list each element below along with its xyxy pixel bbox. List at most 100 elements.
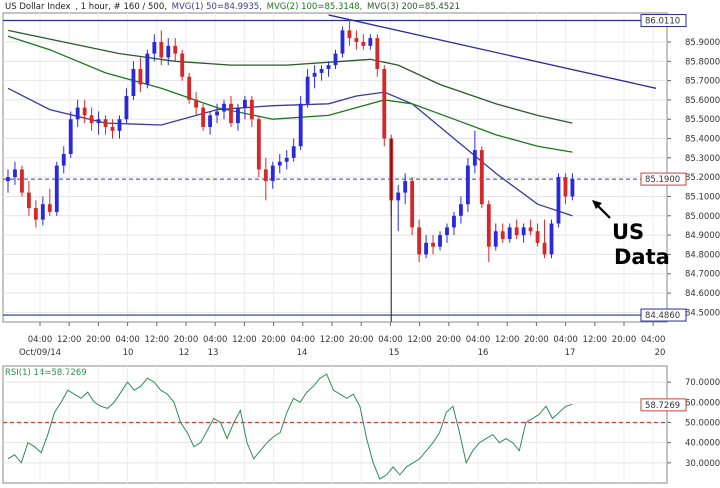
candle-body (215, 111, 219, 116)
candle-body (368, 38, 373, 46)
candle-body (459, 204, 463, 216)
candle-body (417, 227, 422, 255)
date-label: 14 (297, 348, 308, 358)
candle-body (507, 227, 512, 239)
rsi-tick-label: 50.0000 (685, 418, 720, 428)
time-label: 20:00 (349, 335, 374, 345)
candle-body (500, 231, 505, 239)
candle-body (396, 192, 401, 201)
candle-body (159, 41, 164, 58)
candle-body (89, 115, 94, 124)
moving-averages (7, 29, 573, 217)
candle-body (570, 179, 575, 197)
current-price-tag-label: 85.1900 (645, 175, 680, 185)
date-label: 16 (478, 348, 489, 358)
time-label: 12:00 (407, 335, 432, 345)
candle-body (291, 146, 296, 158)
current-price-tag (640, 172, 687, 186)
candle-body (194, 99, 199, 108)
date-label: 13 (208, 348, 219, 358)
candle-body (201, 107, 206, 127)
rsi-plot-frame (2, 365, 668, 484)
trendline (328, 14, 657, 89)
candle-body (249, 99, 254, 120)
candle-body (40, 204, 45, 220)
annotation-arrowhead (592, 200, 602, 209)
candle-body (47, 204, 52, 212)
time-label: 04:00 (291, 335, 316, 345)
price-tick-label: 84.5000 (685, 308, 720, 318)
candles (6, 18, 575, 322)
candle-body (208, 115, 212, 127)
candle-body (410, 181, 415, 228)
candle-body (103, 119, 108, 127)
time-label: 04:00 (28, 335, 53, 345)
time-label: 20:00 (437, 335, 462, 345)
price-tick-label: 85.3000 (685, 154, 720, 164)
time-label: 20:00 (612, 335, 637, 345)
time-label: 12:00 (320, 335, 345, 345)
candle-body (277, 161, 282, 166)
time-label: 20:00 (86, 335, 111, 345)
candle-body (6, 177, 10, 182)
time-label: 04:00 (553, 335, 578, 345)
trendline-layer (328, 14, 657, 89)
candle-body (54, 165, 59, 212)
rsi-tick-label: 70.0000 (685, 378, 720, 388)
price-tick-label: 85.6000 (685, 96, 720, 106)
high-price-tag (640, 14, 687, 28)
candle-body (173, 45, 178, 54)
header-params: , 1 hour, # 160 / 500, (75, 2, 167, 12)
price-tick-label: 85.1000 (685, 192, 720, 202)
header-mvg1: MVG(1) 50=84.9935, (172, 2, 262, 12)
candle-body (452, 215, 456, 228)
candle-body (514, 227, 519, 236)
chart-header-instrument: US Dollar Index , 1 hour, # 160 / 500, M… (5, 2, 460, 12)
candle-body (117, 119, 122, 131)
rsi-y-axis: 70.0000 60.0000 50.0000 40.0000 30.0000 (667, 378, 720, 469)
candle-body (124, 96, 129, 120)
price-tick-label: 85.8000 (685, 57, 720, 67)
price-tags: 86.0110 85.1900 84.4860 (640, 14, 687, 322)
candle-body (222, 103, 226, 112)
price-tick-label: 85.4000 (685, 135, 720, 145)
high-price-tag-label: 86.0110 (645, 17, 680, 27)
candle-body (326, 65, 331, 70)
candle-body (187, 76, 192, 100)
candle-body (305, 76, 310, 104)
candle-body (382, 69, 387, 139)
candle-body (556, 177, 561, 224)
candle-body (26, 192, 31, 209)
candle-body (493, 231, 498, 247)
rsi-grid (3, 366, 667, 483)
time-label: 04:00 (466, 335, 491, 345)
candle-body (96, 119, 101, 124)
rsi-value-tag (640, 398, 687, 412)
candle-body (242, 99, 247, 108)
candle-body (256, 119, 261, 170)
candle-body (20, 169, 24, 193)
annotation-us: US (612, 220, 644, 244)
candle-body (145, 53, 150, 85)
candle-body (333, 53, 338, 66)
date-label: 20 (655, 348, 666, 358)
candle-body (319, 69, 324, 73)
candle-body (424, 242, 429, 255)
time-label: 04:00 (641, 335, 666, 345)
time-label: 20:00 (524, 335, 549, 345)
rsi-tick-label: 60.0000 (685, 398, 720, 408)
candle-body (479, 150, 484, 205)
candle-body (263, 169, 268, 182)
price-tick-label: 84.7000 (685, 270, 720, 280)
candle-body (486, 204, 491, 247)
ma-line (7, 29, 573, 124)
rsi-value-tag-label: 58.7269 (645, 401, 680, 411)
candle-body (82, 107, 87, 116)
date-axis: Oct/09/14 10 12 13 14 15 16 17 20 (19, 348, 665, 358)
ma-line (7, 87, 573, 217)
low-price-tag (640, 308, 687, 322)
annotation: US Data (592, 200, 670, 269)
low-price-tag-label: 84.4860 (645, 311, 680, 321)
time-label: 04:00 (115, 335, 140, 345)
